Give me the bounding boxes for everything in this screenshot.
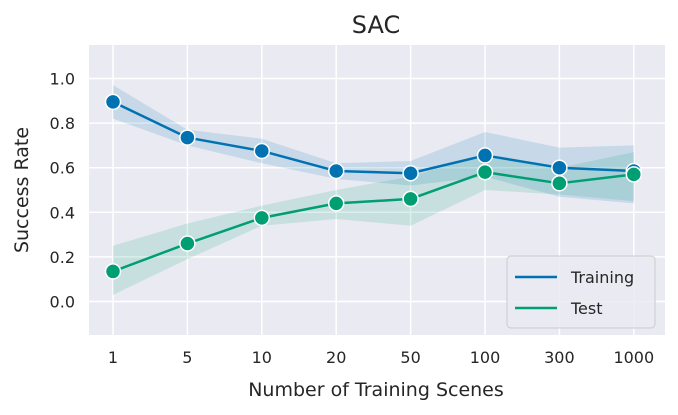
y-tick-label: 0.2 [50, 248, 75, 267]
x-tick-label: 20 [326, 348, 346, 367]
y-tick-label: 0.0 [50, 293, 75, 312]
x-tick-labels: 1 5 10 20 50 100 300 1000 [108, 348, 654, 367]
series-line [112, 170, 634, 273]
y-axis-label: Success Rate [11, 127, 33, 253]
legend-label: Training [570, 268, 634, 287]
data-point [179, 235, 196, 252]
x-tick-label: 300 [544, 348, 575, 367]
legend-label: Test [570, 299, 603, 318]
y-tick-label: 0.8 [50, 114, 75, 133]
data-point [327, 195, 345, 212]
data-point [179, 129, 196, 146]
data-point [104, 93, 122, 111]
data-point [551, 175, 568, 192]
data-point [253, 209, 271, 227]
x-tick-label: 5 [182, 348, 192, 367]
data-point [476, 163, 494, 181]
y-tick-label: 0.6 [50, 159, 75, 178]
x-tick-label: 50 [400, 348, 420, 367]
data-point [327, 162, 345, 180]
x-tick-label: 1 [108, 348, 118, 367]
data-point [402, 165, 419, 182]
y-tick-label: 0.4 [50, 203, 75, 222]
data-point [253, 142, 271, 160]
legend-box [506, 255, 656, 329]
data-point [476, 147, 494, 164]
x-tick-label: 1000 [613, 348, 654, 367]
x-tick-label: 10 [252, 348, 272, 367]
data-point [551, 159, 568, 176]
data-point [402, 190, 419, 208]
data-point [625, 166, 643, 183]
series-lines [112, 100, 634, 273]
y-tick-labels: 0.0 0.2 0.4 0.6 0.8 1.0 [50, 69, 75, 311]
series-markers [104, 93, 643, 280]
data-point [104, 263, 122, 280]
legend: Training Test [506, 255, 656, 329]
y-tick-label: 1.0 [50, 69, 75, 88]
x-tick-label: 100 [470, 348, 501, 367]
series-line [112, 100, 634, 175]
chart-title: SAC [352, 11, 400, 39]
x-axis-label: Number of Training Scenes [248, 379, 504, 401]
confidence-band [113, 152, 634, 295]
